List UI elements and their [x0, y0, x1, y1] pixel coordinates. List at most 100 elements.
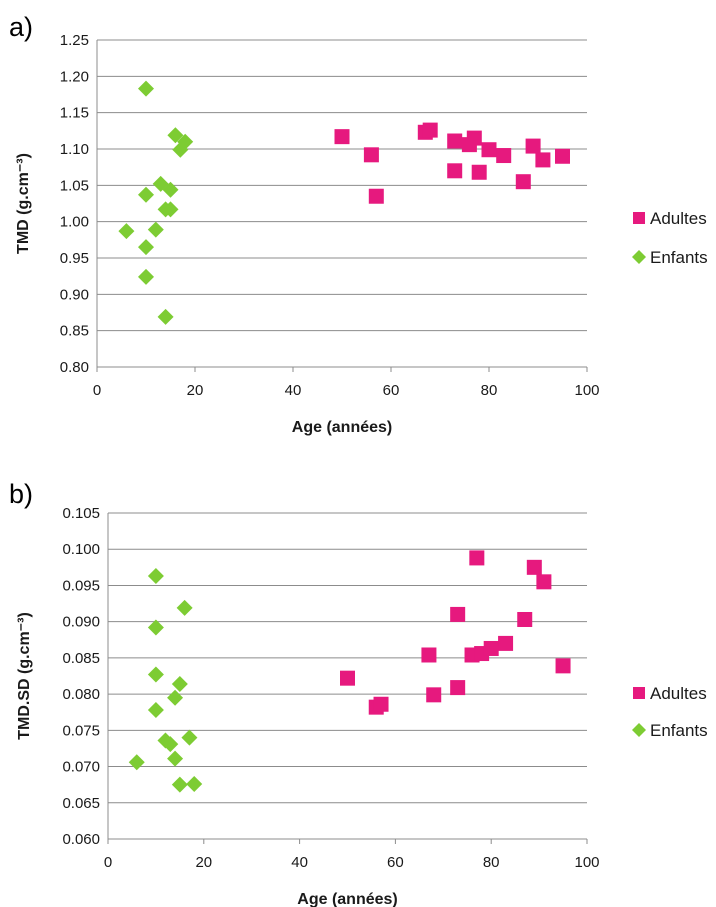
- data-point-square: [426, 687, 442, 703]
- data-point-diamond: [181, 729, 198, 746]
- series-adultes: [340, 550, 571, 715]
- legend: Adultes Enfants: [632, 684, 708, 740]
- data-point-square: [421, 647, 437, 663]
- data-point-square: [450, 680, 466, 696]
- y-tick-label: 0.105: [62, 505, 100, 522]
- data-point-square: [483, 640, 499, 656]
- y-axis-title: TMD (g.cm⁻³): [15, 153, 32, 254]
- y-tick-label: 0.085: [62, 650, 100, 667]
- legend-marker-diamond: [632, 250, 646, 264]
- legend-marker-square: [633, 687, 645, 699]
- legend-label: Enfants: [650, 721, 708, 740]
- data-point-square: [555, 658, 571, 674]
- data-point-square: [517, 611, 533, 627]
- x-tick-label: 0: [104, 854, 112, 871]
- data-point-diamond: [128, 754, 145, 771]
- legend-marker-diamond: [632, 723, 646, 737]
- series-enfants: [128, 568, 203, 793]
- data-point-diamond: [186, 775, 203, 792]
- y-tick-label: 0.060: [62, 831, 100, 848]
- x-tick-label: 60: [387, 854, 404, 871]
- y-tick-label: 0.075: [62, 722, 100, 739]
- data-point-square: [368, 188, 384, 204]
- x-axis-title: Age (années): [292, 419, 392, 436]
- y-tick-label: 1.05: [60, 177, 89, 194]
- data-point-diamond: [171, 776, 188, 793]
- data-point-diamond: [147, 619, 164, 636]
- data-point-square: [334, 129, 350, 145]
- data-point-diamond: [171, 675, 188, 692]
- x-tick-label: 60: [383, 382, 400, 399]
- y-tick-label: 0.080: [62, 686, 100, 703]
- data-point-square: [373, 696, 389, 712]
- data-point-diamond: [138, 239, 154, 256]
- legend: Adultes Enfants: [632, 209, 708, 267]
- y-tick-label: 1.20: [60, 68, 89, 85]
- data-point-diamond: [162, 181, 179, 198]
- data-point-diamond: [147, 666, 164, 683]
- data-point-diamond: [157, 308, 174, 325]
- data-point-diamond: [138, 80, 154, 97]
- data-point-square: [525, 138, 541, 154]
- y-tick-label: 0.80: [60, 359, 89, 376]
- chart-panel-a: a) 0.80 0.85 0.90 0.95 1.00 1.05 1.10 1.15 1.20 1.…: [9, 12, 708, 436]
- data-point-square: [422, 122, 438, 138]
- data-point-diamond: [162, 201, 179, 218]
- data-point-square: [481, 142, 497, 158]
- y-tick-label: 1.10: [60, 141, 89, 158]
- x-axis-title: Age (années): [297, 891, 397, 907]
- x-tick-label: 20: [187, 382, 204, 399]
- legend-label: Adultes: [650, 684, 707, 703]
- y-axis-title: TMD.SD (g.cm⁻³): [16, 612, 33, 740]
- legend-label: Enfants: [650, 248, 708, 267]
- data-point-diamond: [138, 268, 154, 285]
- data-point-square: [450, 606, 466, 622]
- data-point-diamond: [118, 223, 135, 240]
- data-point-diamond: [138, 186, 154, 203]
- data-point-square: [466, 130, 482, 146]
- data-point-diamond: [162, 736, 179, 753]
- data-point-square: [555, 148, 570, 164]
- x-tick-label: 80: [481, 382, 498, 399]
- data-point-diamond: [147, 702, 164, 719]
- y-tick-label: 1.15: [60, 105, 89, 122]
- data-point-square: [447, 163, 463, 179]
- x-tick-label: 40: [285, 382, 302, 399]
- panel-label: b): [9, 479, 33, 509]
- data-point-square: [471, 164, 487, 180]
- data-point-square: [469, 550, 485, 566]
- data-point-square: [515, 174, 531, 190]
- data-point-diamond: [176, 599, 193, 616]
- y-tick-label: 1.25: [60, 32, 89, 49]
- panel-label: a): [9, 12, 33, 42]
- x-tick-label: 100: [574, 854, 599, 871]
- legend-label: Adultes: [650, 209, 707, 228]
- legend-marker-square: [633, 212, 645, 224]
- x-tick-label: 20: [195, 854, 212, 871]
- data-point-diamond: [167, 689, 184, 706]
- data-point-diamond: [147, 221, 164, 238]
- data-point-square: [498, 635, 514, 651]
- y-tick-label: 0.065: [62, 795, 100, 812]
- data-point-diamond: [167, 127, 184, 144]
- data-point-square: [340, 670, 355, 686]
- data-point-diamond: [167, 750, 184, 767]
- y-tick-label: 0.070: [62, 759, 100, 776]
- data-point-square: [363, 147, 379, 163]
- y-tick-label: 0.95: [60, 250, 89, 267]
- y-tick-label: 0.090: [62, 614, 100, 631]
- data-point-square: [535, 152, 551, 168]
- x-tick-label: 40: [291, 854, 308, 871]
- y-tick-label: 0.100: [62, 541, 100, 558]
- x-tick-label: 80: [483, 854, 500, 871]
- series-adultes: [334, 122, 570, 204]
- chart-panel-b: b) 0.060 0.065 0.070 0.075 0.080 0.085 0.090 0.0…: [9, 479, 708, 907]
- data-point-square: [526, 559, 542, 575]
- y-tick-label: 0.85: [60, 323, 89, 340]
- y-tick-label: 0.095: [62, 577, 100, 594]
- data-point-square: [536, 574, 552, 590]
- x-tick-label: 100: [574, 382, 599, 399]
- data-point-square: [496, 148, 512, 164]
- y-tick-label: 1.00: [60, 214, 89, 231]
- data-point-square: [447, 133, 463, 149]
